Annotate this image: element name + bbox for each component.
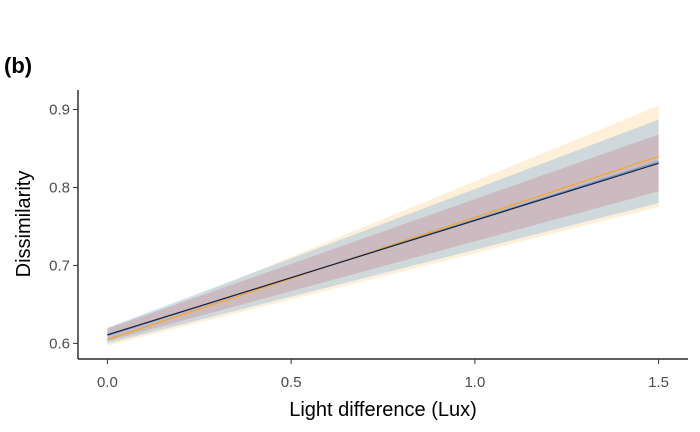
trend-line-1: [107, 155, 659, 341]
x-tick-label: 1.5: [648, 374, 669, 391]
x-axis-title: Light difference (Lux): [289, 399, 477, 421]
x-tick-label: 0.5: [281, 374, 302, 391]
trend-line-3: [107, 162, 659, 336]
y-tick-label: 0.9: [49, 101, 70, 118]
confidence-bands: [107, 105, 659, 346]
trend-lines: [107, 155, 659, 341]
y-tick-label: 0.6: [49, 335, 70, 352]
x-tick-label: 0.0: [97, 374, 118, 391]
y-tick-label: 0.8: [49, 179, 70, 196]
axes: 0.0 0.5 1.0 1.5 0.6 0.7 0.8 0.9: [49, 90, 688, 391]
y-tick-label: 0.7: [49, 257, 70, 274]
panel-label: (b): [4, 53, 32, 78]
confidence-band-3: [107, 134, 659, 342]
y-axis-title: Dissimilarity: [13, 171, 35, 278]
x-tick-label: 1.0: [464, 374, 485, 391]
